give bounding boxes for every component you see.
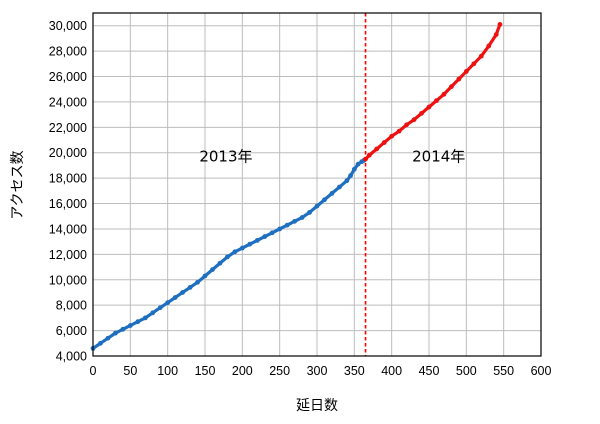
x-tick-label: 50 bbox=[123, 364, 137, 378]
x-tick-label: 300 bbox=[307, 364, 328, 378]
data-point bbox=[411, 117, 417, 123]
data-point bbox=[269, 230, 275, 236]
y-tick-label: 8,000 bbox=[56, 299, 87, 313]
data-point bbox=[348, 173, 353, 179]
y-tick-label: 30,000 bbox=[49, 19, 87, 33]
data-point bbox=[120, 326, 126, 332]
data-point bbox=[374, 146, 380, 152]
y-tick-label: 26,000 bbox=[49, 70, 87, 84]
data-point bbox=[493, 32, 499, 37]
data-point bbox=[449, 84, 454, 90]
x-axis-title: 延日数 bbox=[296, 398, 338, 414]
data-point bbox=[404, 122, 409, 128]
data-point bbox=[355, 161, 361, 167]
x-tick-label: 450 bbox=[419, 364, 440, 378]
data-point bbox=[284, 222, 290, 228]
y-tick-label: 12,000 bbox=[49, 248, 87, 262]
data-point bbox=[366, 152, 372, 158]
data-point bbox=[239, 245, 245, 251]
data-point bbox=[426, 104, 432, 110]
data-point bbox=[463, 69, 469, 74]
x-tick-label: 400 bbox=[381, 364, 402, 378]
data-point bbox=[314, 203, 320, 209]
data-point bbox=[434, 98, 439, 104]
data-point bbox=[113, 330, 118, 336]
data-point bbox=[225, 254, 230, 260]
data-point bbox=[351, 166, 357, 172]
data-point bbox=[210, 267, 215, 273]
data-point bbox=[344, 178, 350, 184]
gridlines bbox=[92, 13, 542, 357]
data-point bbox=[497, 22, 503, 27]
x-tick-label: 500 bbox=[456, 364, 477, 378]
data-point bbox=[165, 300, 171, 306]
y-tick-label: 6,000 bbox=[56, 324, 87, 338]
y-tick-label: 22,000 bbox=[49, 121, 87, 135]
data-point bbox=[135, 319, 141, 325]
data-point bbox=[441, 91, 447, 97]
x-tick-label: 600 bbox=[531, 364, 552, 378]
data-point bbox=[262, 234, 268, 239]
x-tick-labels: 0 50 100 150 200 250 300 350 400 450 500 550 600 bbox=[90, 364, 552, 378]
data-point bbox=[389, 133, 395, 139]
data-point bbox=[307, 210, 312, 215]
data-point bbox=[456, 76, 462, 82]
data-point bbox=[254, 237, 260, 243]
data-point bbox=[478, 53, 484, 59]
y-tick-label: 20,000 bbox=[49, 146, 87, 160]
data-point bbox=[172, 295, 178, 300]
data-point bbox=[232, 249, 238, 255]
y-tick-labels: 4,000 6,000 8,000 10,000 12,000 14,000 16,000 1… bbox=[49, 19, 87, 363]
data-point bbox=[486, 43, 492, 49]
data-point bbox=[396, 128, 402, 134]
y-tick-label: 10,000 bbox=[49, 273, 87, 287]
data-point bbox=[292, 218, 297, 224]
data-point bbox=[195, 279, 200, 285]
x-tick-label: 550 bbox=[493, 364, 514, 378]
data-point bbox=[299, 215, 305, 220]
y-tick-label: 16,000 bbox=[49, 197, 87, 211]
data-point bbox=[127, 323, 133, 328]
x-tick-label: 350 bbox=[344, 364, 365, 378]
y-tick-label: 18,000 bbox=[49, 172, 87, 186]
y-axis-title: アクセス数 bbox=[10, 150, 26, 219]
data-point bbox=[202, 273, 208, 279]
y-tick-label: 28,000 bbox=[49, 45, 87, 59]
x-tick-label: 100 bbox=[157, 364, 178, 378]
x-tick-label: 250 bbox=[269, 364, 290, 378]
data-point bbox=[471, 61, 477, 67]
data-point bbox=[98, 340, 103, 346]
data-point bbox=[217, 260, 223, 266]
data-point bbox=[247, 241, 253, 247]
data-point bbox=[187, 285, 193, 290]
data-point bbox=[142, 315, 148, 321]
annotation-2014: 2014年 bbox=[412, 148, 465, 166]
plot-border bbox=[92, 12, 542, 357]
x-tick-label: 150 bbox=[195, 364, 216, 378]
series-line-0 bbox=[91, 158, 366, 350]
y-tick-label: 14,000 bbox=[49, 222, 87, 236]
data-point bbox=[277, 226, 283, 232]
x-tick-label: 200 bbox=[232, 364, 253, 378]
data-point bbox=[381, 140, 387, 145]
data-point bbox=[337, 184, 342, 190]
y-tick-label: 4,000 bbox=[56, 350, 87, 364]
data-point bbox=[419, 110, 424, 116]
annotation-2013: 2013年 bbox=[199, 148, 252, 166]
y-tick-label: 24,000 bbox=[49, 95, 87, 109]
x-tick-label: 0 bbox=[90, 364, 97, 378]
data-point bbox=[150, 310, 156, 316]
data-point bbox=[329, 190, 335, 196]
data-series bbox=[90, 22, 503, 351]
data-point bbox=[105, 335, 111, 341]
data-point bbox=[322, 197, 327, 203]
data-point bbox=[180, 290, 186, 295]
data-point bbox=[157, 305, 163, 311]
